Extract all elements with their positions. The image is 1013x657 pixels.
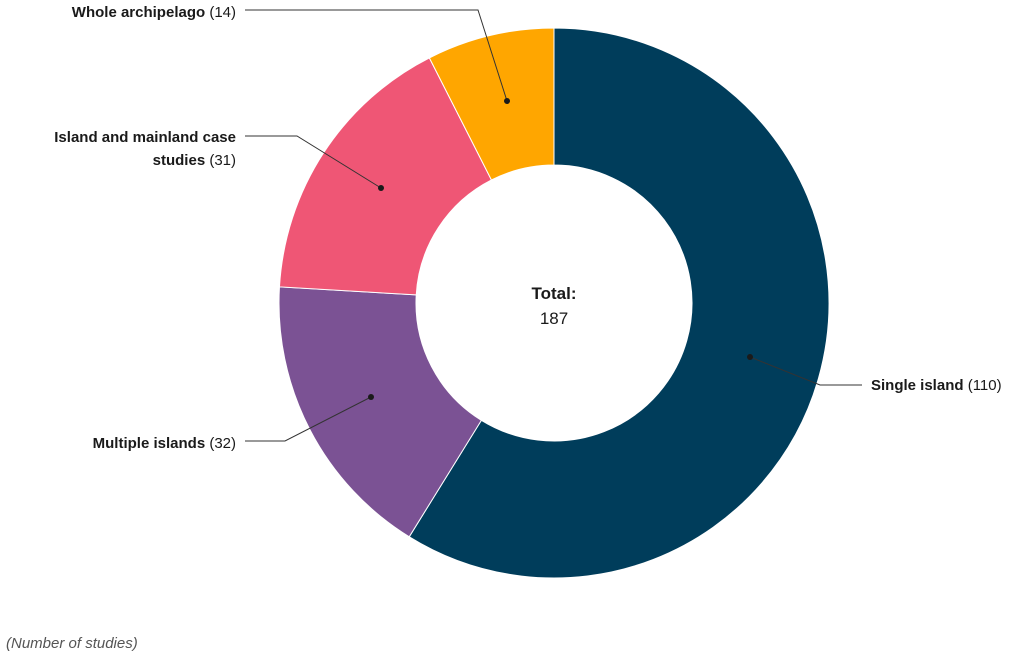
label-value: (110)	[964, 377, 1002, 394]
label-value: (32)	[205, 435, 236, 452]
leader-island-and-mainland-case-studies	[245, 135, 382, 189]
leader-lines	[245, 9, 862, 442]
slice-labels: Single island (110) Multiple islands (32)…	[54, 4, 1001, 452]
slice-island-and-mainland-case-studies	[278, 57, 493, 296]
slice-multiple-islands	[278, 286, 483, 538]
leader-dot-multiple-islands	[368, 394, 374, 400]
label-value: (14)	[205, 4, 236, 21]
leader-dot-single-island	[747, 354, 753, 360]
leader-multiple-islands	[245, 396, 372, 442]
leader-single-island	[749, 356, 862, 386]
label-name-line2: studies	[153, 152, 206, 169]
label-whole-archipelago: Whole archipelago (14)	[72, 4, 236, 21]
leader-whole-archipelago	[245, 9, 508, 102]
label-value: (31)	[205, 152, 236, 169]
unit-note: (Number of studies)	[6, 635, 138, 652]
leader-dot-island-and-mainland-case-studies	[378, 185, 384, 191]
leader-dot-whole-archipelago	[504, 98, 510, 104]
center-total-title: Total:	[531, 284, 576, 303]
label-single-island: Single island (110)	[871, 377, 1002, 394]
label-multiple-islands: Multiple islands (32)	[93, 435, 236, 452]
slice-whole-archipelago	[428, 27, 555, 181]
label-island-and-mainland-case-studies: Island and mainland case studies (31)	[54, 129, 236, 169]
slice-single-island	[408, 27, 830, 579]
label-name-line1: Island and mainland case	[54, 129, 236, 146]
label-name: Single island	[871, 377, 964, 394]
label-name: Whole archipelago	[72, 4, 205, 21]
label-name: Multiple islands	[93, 435, 206, 452]
center-total-value: 187	[540, 309, 568, 328]
donut-slices	[278, 27, 830, 579]
